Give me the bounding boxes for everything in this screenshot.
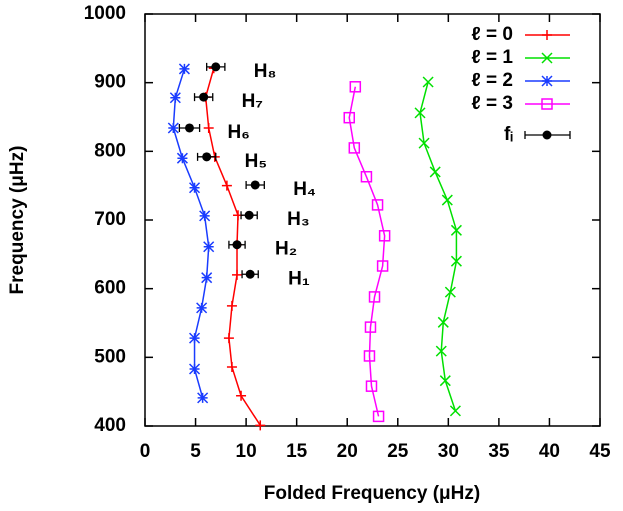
legend-label: ℓ = 0 (471, 24, 513, 45)
x-tick-label: 35 (488, 441, 510, 462)
marker (184, 123, 194, 133)
marker (199, 92, 209, 102)
marker (418, 137, 430, 149)
y-tick-label: 600 (94, 278, 126, 299)
marker (441, 194, 453, 206)
marker (360, 170, 373, 183)
marker (232, 269, 243, 280)
annotation: H₁ (288, 268, 310, 289)
marker (167, 122, 179, 134)
marker (169, 92, 181, 104)
annotation: H₄ (293, 179, 316, 200)
marker (439, 375, 451, 387)
annotation: H₆ (227, 122, 249, 143)
x-tick-label: 15 (286, 441, 308, 462)
x-tick-label: 5 (190, 441, 201, 462)
marker (201, 272, 213, 284)
marker (176, 152, 188, 164)
x-tick-label: 25 (387, 441, 409, 462)
y-tick-label: 700 (94, 209, 126, 230)
marker (223, 333, 234, 344)
y-tick-label: 800 (94, 140, 126, 161)
marker (414, 107, 426, 119)
marker (226, 361, 237, 372)
plot-frame (144, 13, 601, 427)
y-tick-label: 1000 (84, 3, 126, 24)
legend-label: ℓ = 2 (471, 70, 513, 91)
marker (348, 142, 361, 154)
x-tick-label: 45 (589, 441, 611, 462)
x-axis-label: Folded Frequency (μHz) (264, 483, 480, 504)
marker (437, 316, 449, 328)
marker (189, 182, 201, 194)
y-axis-label: Frequency (μHz) (7, 146, 28, 295)
legend-label: fᵢ (504, 124, 513, 145)
x-tick-label: 10 (236, 441, 257, 462)
marker (422, 76, 434, 88)
legend-marker (541, 52, 553, 64)
y-tick-label: 500 (94, 346, 126, 367)
marker (196, 302, 208, 314)
x-tick-label: 0 (140, 441, 151, 462)
marker (450, 224, 462, 236)
marker (197, 392, 209, 404)
marker (444, 286, 456, 298)
marker (226, 300, 237, 311)
marker (376, 260, 389, 272)
annotation: H₇ (242, 91, 263, 112)
marker (429, 166, 441, 178)
marker (178, 63, 190, 75)
marker (378, 230, 391, 242)
marker (365, 380, 378, 392)
series-line (348, 86, 386, 417)
marker (244, 210, 254, 220)
marker (450, 255, 462, 267)
marker (236, 390, 247, 401)
marker (449, 405, 461, 417)
x-tick-label: 20 (337, 441, 358, 462)
legend-label: ℓ = 1 (471, 47, 513, 68)
marker (232, 240, 242, 250)
annotation: H₂ (275, 239, 297, 260)
marker (349, 81, 362, 93)
series-line (419, 81, 458, 412)
marker (221, 180, 232, 191)
annotation: H₅ (245, 151, 267, 172)
marker (211, 62, 221, 72)
marker (372, 410, 385, 423)
marker (203, 122, 214, 133)
x-tick-label: 30 (438, 441, 459, 462)
annotation: H₈ (254, 61, 277, 82)
marker (250, 180, 260, 190)
legend-marker (542, 30, 552, 40)
x-tick-label: 40 (539, 441, 560, 462)
annotation: H₃ (287, 209, 310, 230)
marker (202, 152, 212, 162)
y-tick-label: 400 (94, 415, 126, 436)
marker (343, 111, 355, 124)
legend-marker (542, 130, 552, 140)
legend-marker (541, 75, 553, 87)
marker (255, 420, 266, 431)
marker (245, 269, 255, 279)
marker (368, 291, 381, 303)
marker (189, 363, 201, 375)
marker (189, 332, 201, 344)
series-line (172, 68, 210, 399)
legend-marker (541, 98, 553, 110)
marker (435, 345, 447, 357)
marker (199, 210, 211, 222)
marker (203, 241, 215, 253)
marker (364, 321, 377, 333)
marker (363, 350, 376, 362)
y-tick-label: 900 (94, 72, 126, 93)
marker (371, 199, 384, 211)
legend-label: ℓ = 3 (471, 93, 513, 114)
